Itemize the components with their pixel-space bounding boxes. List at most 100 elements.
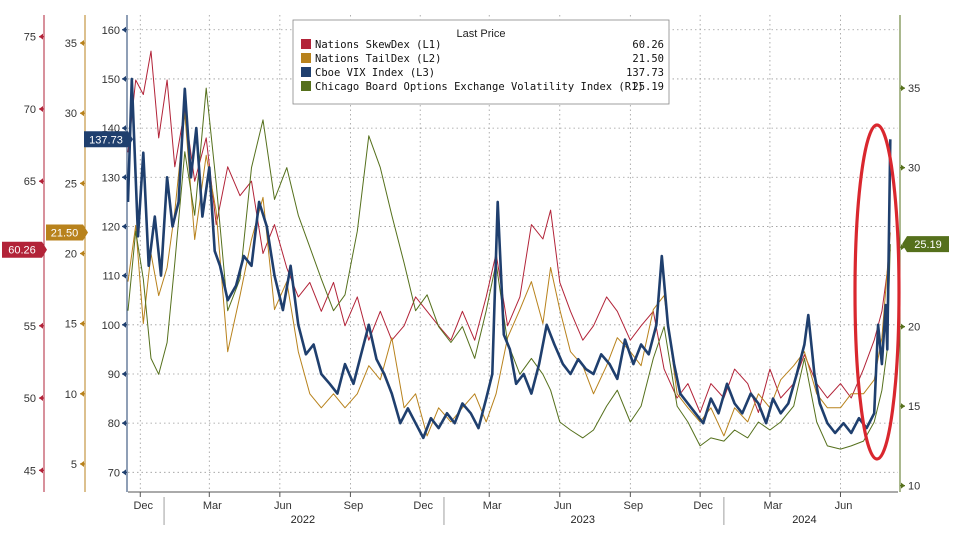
axis-tick-arrow-R1 [901,164,905,171]
tag-text-skew: 60.26 [8,245,36,257]
tick-label-L1: 65 [24,176,36,188]
x-tick-label: Mar [763,500,782,512]
axis-tick-arrow-L2 [80,110,84,117]
axis-tick-arrow-L1 [39,467,43,474]
x-tick-label: Dec [133,500,153,512]
x-tick-label: Jun [274,500,292,512]
legend-entry-cboevol: Chicago Board Options Exchange Volatilit… [301,81,664,93]
axis-tick-arrow-L3 [122,321,126,328]
x-tick-label: Jun [835,500,853,512]
legend-value-tail: 21.50 [632,53,664,65]
legend-swatch-skew [301,39,311,49]
tick-label-L2: 10 [65,389,77,401]
legend-swatch-cboevol [301,81,311,91]
tick-label-L2: 5 [71,459,77,471]
tick-label-R1: 10 [908,481,920,493]
axis-tick-arrow-L3 [122,469,126,476]
last-value-tag-cboevol: 25.19 [902,236,949,253]
tick-label-L3: 90 [108,369,120,381]
tick-label-L1: 75 [24,32,36,44]
tick-label-L3: 100 [102,320,120,332]
tick-label-L1: 55 [24,321,36,333]
tag-text-cboevol: 25.19 [914,239,942,251]
tick-label-R1: 15 [908,401,920,413]
axis-tick-arrow-L2 [80,180,84,187]
legend-box [292,19,670,105]
last-value-tags: 60.26 21.50 137.73 25.19 [2,131,949,258]
axis-tick-arrow-L1 [39,322,43,329]
tick-label-L3: 130 [102,172,120,184]
axis-tick-arrow-L3 [122,420,126,427]
tag-text-vix: 137.73 [89,134,123,146]
tick-label-R1: 20 [908,322,920,334]
axis-tick-arrow-R1 [901,403,905,410]
legend-entry-tail: Nations TailDex (L2) 21.50 [301,53,664,65]
x-tick-label: Mar [483,500,502,512]
series-line-tail [127,112,891,437]
legend-label-cboevol: Chicago Board Options Exchange Volatilit… [315,81,644,93]
year-label: 2023 [571,514,595,526]
tick-label-R1: 30 [908,163,920,175]
axis-tick-arrow-L3 [122,370,126,377]
legend-value-skew: 60.26 [632,39,664,51]
last-value-tag-tail: 21.50 [46,224,88,241]
legend-label-skew: Nations SkewDex (L1) [315,39,441,51]
tick-label-R1: 35 [908,83,920,95]
x-tick-label: Dec [413,500,433,512]
series-layer [126,50,892,450]
x-tick-label: Jun [554,500,572,512]
tick-label-L2: 15 [65,319,77,331]
tag-shape-cboevol [902,236,949,253]
highlight-ellipse [853,123,901,461]
tick-label-L2: 30 [65,108,77,120]
axis-tick-arrow-L2 [80,390,84,397]
tick-label-L1: 50 [24,393,36,405]
year-label: 2022 [291,514,315,526]
axis-tick-arrow-R1 [901,244,905,251]
legend-value-vix: 137.73 [626,67,664,79]
x-tick-label: Mar [203,500,222,512]
axis-tick-arrow-L3 [122,125,126,132]
axis-tick-arrow-L3 [122,26,126,33]
tick-label-L2: 35 [65,38,77,50]
tick-label-L3: 160 [102,25,120,37]
year-label: 2024 [792,514,816,526]
tag-text-tail: 21.50 [51,227,79,239]
legend-swatch-tail [301,53,311,63]
legend-entry-skew: Nations SkewDex (L1) 60.26 [301,39,664,51]
gridlines [128,15,898,492]
axis-x-time: Dec Mar Jun Sep Dec Mar Jun Sep Dec Mar Jun 2022 202… [128,491,898,526]
tick-label-L3: 150 [102,74,120,86]
legend-title: Last Price [457,28,506,40]
axis-tick-arrow-L2 [80,40,84,47]
axis-tick-arrow-L2 [80,250,84,257]
axis-tick-arrow-L3 [122,272,126,279]
legend-label-vix: Cboe VIX Index (L3) [315,67,435,79]
axis-tick-arrow-L2 [80,460,84,467]
tag-shape-vix [84,131,133,148]
tick-label-L1: 45 [24,465,36,477]
tick-label-L3: 70 [108,467,120,479]
tag-shape-skew [2,241,47,258]
axis-tick-arrow-L1 [39,178,43,185]
axis-tick-arrow-L1 [39,395,43,402]
legend: Last Price Nations SkewDex (L1) 60.26Nati… [292,19,670,105]
tick-label-L1: 70 [24,104,36,116]
tick-label-L3: 120 [102,221,120,233]
legend-label-tail: Nations TailDex (L2) [315,53,441,65]
axis-tick-arrow-L3 [122,174,126,181]
last-value-tag-skew: 60.26 [2,241,47,258]
legend-entry-vix: Cboe VIX Index (L3) 137.73 [301,67,664,79]
axis-tick-arrow-R1 [901,323,905,330]
x-tick-label: Dec [693,500,713,512]
last-value-tag-vix: 137.73 [84,131,133,148]
axis-tick-arrow-L2 [80,320,84,327]
axis-tick-arrow-L1 [39,105,43,112]
tick-label-L3: 110 [102,271,120,283]
tag-shape-tail [46,224,88,241]
axis-tick-arrow-R1 [901,85,905,92]
axis-tick-arrow-L3 [122,223,126,230]
series-tail [127,112,891,437]
